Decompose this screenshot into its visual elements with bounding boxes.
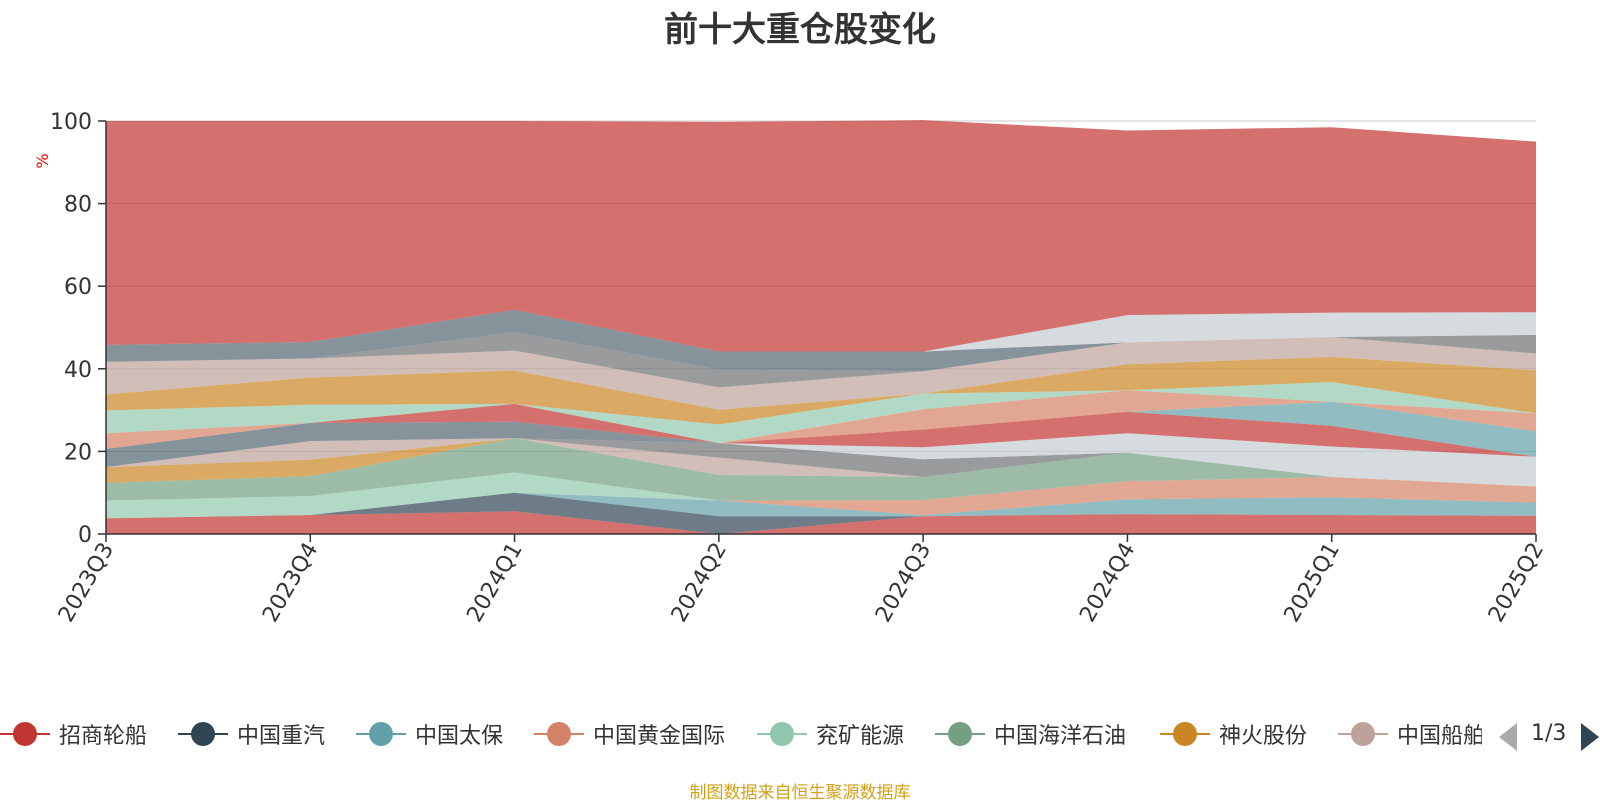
y-axis-label: % [33, 153, 52, 168]
legend-marker-icon [534, 721, 584, 747]
legend-label: 中国重汽 [237, 724, 326, 749]
area-series-4[interactable] [106, 472, 1536, 519]
y-tick-label-2: 40 [64, 358, 92, 383]
x-tick-label-2: 2024Q1 [462, 539, 527, 627]
legend-label: 中国船舶 [1397, 724, 1482, 749]
legend-marker-icon [1160, 721, 1210, 747]
legend-item-7[interactable]: 中国船舶 [1338, 714, 1482, 754]
x-tick-label-5: 2024Q4 [1075, 539, 1140, 627]
area-series-0[interactable] [106, 511, 1536, 534]
y-tick-label-3: 60 [64, 275, 92, 300]
legend-item-5[interactable]: 中国海洋石油 [935, 714, 1126, 754]
legend-label: 中国海洋石油 [994, 724, 1127, 749]
legend-item-6[interactable]: 神火股份 [1160, 714, 1307, 754]
area-series-10[interactable] [106, 421, 1536, 468]
legend-label: 中国黄金国际 [593, 724, 726, 749]
legend-prev-page-icon[interactable] [1499, 723, 1517, 751]
x-tick-label-4: 2024Q3 [871, 539, 936, 627]
x-tick-label-3: 2024Q2 [667, 539, 732, 627]
area-series-17[interactable] [106, 336, 1536, 410]
chart-plot: 0 20 40 60 80 100% 2023Q3 2023Q4 2024Q1 2024Q2 202… [33, 110, 1549, 627]
x-tick-label-6: 2025Q1 [1280, 539, 1345, 627]
legend-marker-icon [1338, 721, 1388, 747]
y-tick-label-1: 20 [64, 440, 92, 465]
chart-title: 前十大重仓股变化 [664, 10, 936, 50]
legend-next-page-icon[interactable] [1581, 723, 1599, 751]
area-series-19[interactable] [106, 309, 1536, 372]
y-tick-label-4: 80 [64, 193, 92, 218]
area-series-18[interactable] [106, 332, 1536, 388]
legend: 招商轮船 中国重汽 中国太保 中国黄金国际 兖矿能源 中国海洋石油 神火股份 中国船舶 [0, 714, 1600, 754]
area-series-20[interactable] [106, 309, 1536, 352]
legend-item-4[interactable]: 兖矿能源 [757, 714, 904, 754]
legend-marker-icon [356, 721, 406, 747]
legend-marker-icon [935, 721, 985, 747]
area-series-15[interactable] [106, 382, 1536, 444]
legend-item-2[interactable]: 中国太保 [356, 714, 503, 754]
area-series-5[interactable] [106, 438, 1536, 501]
area-series-3[interactable] [106, 477, 1536, 519]
x-tick-label-0: 2023Q3 [54, 539, 119, 627]
legend-marker-icon [0, 721, 50, 747]
y-tick-label-5: 100 [50, 110, 92, 135]
area-series-14[interactable] [106, 390, 1536, 449]
legend-marker-icon [178, 721, 228, 747]
area-series-11[interactable] [106, 403, 1536, 457]
x-tick-label-1: 2023Q4 [258, 539, 323, 627]
area-series-9[interactable] [106, 433, 1536, 487]
legend-marker-icon [757, 721, 807, 747]
x-tick-label-7: 2025Q2 [1484, 539, 1549, 627]
legend-label: 中国太保 [415, 724, 504, 749]
legend-item-3[interactable]: 中国黄金国际 [534, 714, 725, 754]
legend-label: 招商轮船 [59, 724, 148, 749]
area-series-2[interactable] [106, 492, 1536, 519]
legend-page-label: 1/3 [1531, 721, 1567, 746]
area-series-21[interactable] [106, 120, 1536, 352]
area-series-1[interactable] [106, 492, 1536, 534]
y-tick-label-0: 0 [78, 523, 92, 548]
source-note: 制图数据来自恒生聚源数据库 [689, 783, 911, 803]
legend-item-1[interactable]: 中国重汽 [178, 714, 325, 754]
area-series-16[interactable] [106, 356, 1536, 425]
legend-label: 兖矿能源 [816, 724, 905, 749]
area-series-8[interactable] [106, 438, 1536, 487]
legend-label: 神火股份 [1219, 724, 1308, 749]
legend-item-0[interactable]: 招商轮船 [0, 714, 147, 754]
